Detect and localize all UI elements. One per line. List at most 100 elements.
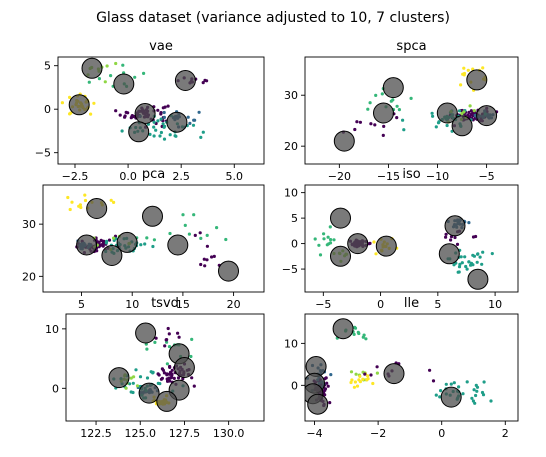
data-point [349, 380, 353, 385]
data-point [452, 381, 456, 385]
x-tick-label: 10 [488, 298, 502, 311]
data-point [187, 232, 191, 236]
data-point [177, 335, 181, 339]
data-point [475, 385, 480, 389]
data-point [463, 255, 467, 259]
y-tick-label: 5 [44, 60, 51, 73]
data-point [472, 388, 476, 392]
data-point [201, 81, 205, 85]
data-point [198, 231, 202, 235]
data-point [197, 110, 201, 114]
data-point [169, 376, 173, 380]
data-point [205, 258, 209, 262]
data-point [79, 205, 83, 210]
data-point [172, 376, 176, 380]
subplot-title: spca [396, 39, 426, 54]
data-point [112, 200, 116, 204]
data-point [466, 68, 470, 72]
data-point [112, 236, 116, 240]
y-tick-label: 0 [52, 382, 59, 395]
x-tick-label: −2 [370, 427, 386, 440]
data-point [95, 249, 99, 253]
data-point [203, 264, 207, 268]
data-point [354, 372, 358, 376]
data-point [363, 372, 367, 376]
data-point [482, 380, 486, 384]
data-point [186, 115, 190, 119]
data-point [205, 244, 209, 248]
data-point [210, 255, 214, 259]
data-point [444, 235, 448, 239]
data-point [438, 395, 442, 399]
data-point [371, 381, 375, 386]
data-point [409, 96, 413, 100]
data-point [162, 125, 166, 129]
x-tick-label: −5 [315, 298, 331, 311]
data-point [391, 98, 395, 102]
data-point [190, 337, 194, 341]
y-tick-label: 20 [22, 270, 36, 283]
data-point [323, 387, 328, 391]
data-point [455, 242, 460, 246]
centroid-marker [174, 70, 196, 91]
data-point [355, 384, 360, 388]
data-point [375, 371, 379, 375]
data-point [215, 226, 219, 230]
data-point [156, 119, 160, 123]
data-point [107, 238, 112, 242]
y-tick-label: 30 [284, 89, 298, 102]
x-tick-label: 127.5 [169, 427, 201, 440]
data-point [369, 373, 373, 377]
data-point [460, 261, 464, 265]
data-point [478, 255, 482, 259]
data-point [332, 238, 336, 242]
y-tick-label: 0 [291, 379, 298, 392]
data-point [324, 376, 328, 380]
data-point [68, 95, 72, 99]
data-point [103, 80, 107, 84]
centroid-marker [438, 243, 460, 265]
data-point [475, 260, 479, 264]
data-point [154, 128, 158, 132]
data-point [458, 262, 462, 266]
data-point [322, 232, 326, 236]
data-point [465, 380, 469, 384]
data-point [353, 380, 357, 384]
data-point [159, 111, 163, 115]
data-point [129, 116, 133, 120]
data-point [168, 231, 172, 236]
data-point [162, 137, 167, 141]
x-tick-label: 20 [227, 298, 241, 311]
data-point [322, 237, 326, 241]
centroid-marker [108, 367, 130, 389]
data-point [480, 262, 484, 266]
data-point [190, 376, 194, 380]
centroid-marker [142, 205, 163, 227]
data-point [462, 66, 466, 70]
data-point [162, 115, 166, 119]
scatter-points [60, 57, 209, 143]
data-point [159, 117, 163, 121]
data-point [480, 390, 485, 395]
data-point [167, 372, 172, 376]
centroid-marker [333, 130, 355, 152]
data-point [170, 368, 174, 372]
data-point [205, 233, 209, 237]
x-tick-label: 2 [502, 427, 509, 440]
data-point [165, 372, 169, 376]
data-point [138, 375, 143, 379]
data-point [374, 252, 378, 256]
data-point [361, 377, 365, 381]
centroid-marker [135, 322, 157, 344]
subplot-spca: spca −20 −15 −10 −5 20 30 [284, 39, 519, 183]
data-point [126, 111, 130, 115]
data-point [170, 372, 174, 376]
data-point [66, 195, 70, 200]
data-point [167, 345, 172, 349]
data-point [449, 382, 453, 386]
data-point [199, 236, 203, 240]
centroid-marker [173, 357, 195, 378]
data-point [381, 133, 385, 137]
data-point [149, 370, 153, 374]
